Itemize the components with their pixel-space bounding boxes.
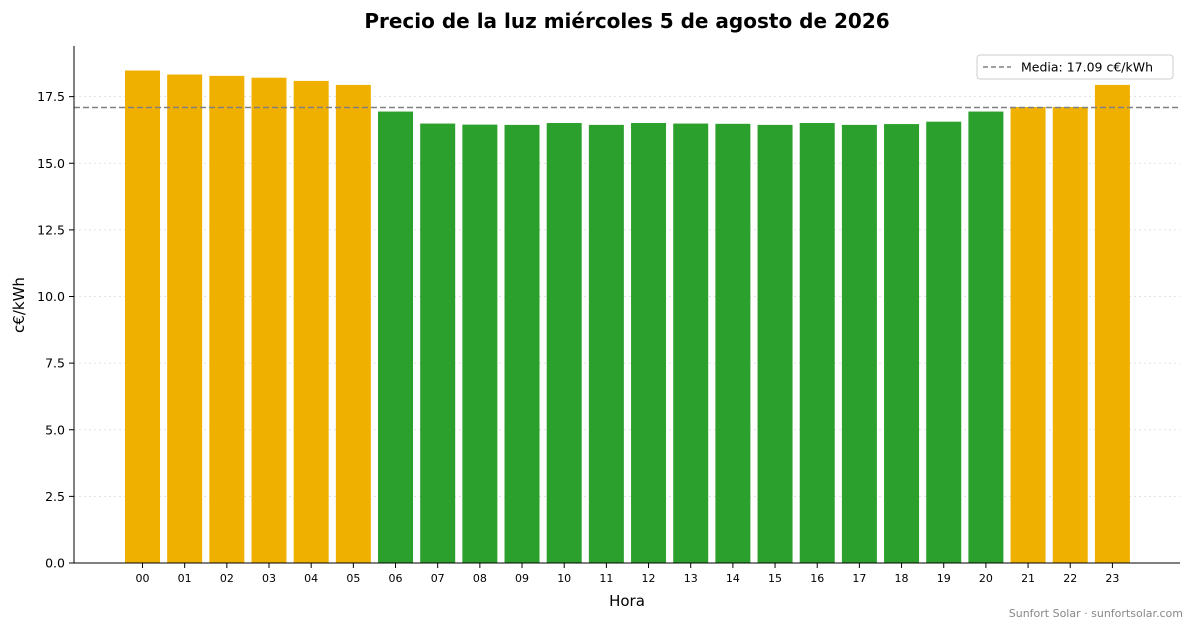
bar-21 [1010, 107, 1046, 564]
x-tick-label: 09 [515, 572, 529, 585]
x-tick-label: 04 [304, 572, 318, 585]
bar-11 [588, 124, 624, 563]
bars-group [125, 70, 1130, 564]
x-tick-label: 10 [557, 572, 571, 585]
y-tick-label: 0.0 [45, 556, 65, 571]
bar-17 [841, 124, 877, 563]
bar-09 [504, 124, 540, 563]
x-ticks: 00 01 02 03 04 05 06 07 08 09 10 11 12 13 14 15 16 17 18 19… [136, 563, 1119, 585]
footer-credit: Sunfort Solar · sunfortsolar.com [1009, 607, 1183, 620]
x-tick-label: 08 [473, 572, 487, 585]
legend: Media: 17.09 c€/kWh [976, 54, 1174, 80]
bar-12 [631, 123, 667, 563]
bar-20 [968, 111, 1004, 563]
y-tick-label: 2.5 [45, 489, 65, 504]
bar-07 [420, 123, 456, 564]
x-tick-label: 00 [136, 572, 150, 585]
y-tick-label: 5.0 [45, 422, 65, 437]
bar-08 [462, 124, 498, 564]
bar-23 [1094, 84, 1130, 563]
x-tick-label: 03 [262, 572, 276, 585]
x-tick-label: 02 [220, 572, 234, 585]
legend-box [976, 54, 1174, 80]
y-ticks: 0.0 2.5 5.0 7.5 10.0 12.5 15.0 17.5 [37, 89, 74, 571]
x-tick-label: 22 [1063, 572, 1077, 585]
bar-06 [378, 111, 414, 563]
x-axis-label: Hora [609, 592, 645, 610]
y-tick-label: 17.5 [37, 89, 65, 104]
x-tick-label: 05 [346, 572, 360, 585]
bar-04 [293, 80, 329, 563]
bar-02 [209, 75, 245, 564]
bar-22 [1052, 107, 1088, 564]
bar-19 [926, 121, 962, 563]
x-tick-label: 19 [937, 572, 951, 585]
x-tick-label: 20 [979, 572, 993, 585]
y-tick-label: 7.5 [45, 356, 65, 371]
x-tick-label: 01 [178, 572, 192, 585]
bar-14 [715, 123, 751, 563]
x-tick-label: 07 [431, 572, 445, 585]
bar-01 [167, 74, 203, 563]
x-tick-label: 13 [684, 572, 698, 585]
y-tick-label: 12.5 [37, 222, 65, 237]
legend-mean-label: Media: 17.09 c€/kWh [1021, 60, 1153, 75]
bar-10 [546, 123, 582, 563]
y-tick-label: 10.0 [37, 289, 65, 304]
x-tick-label: 16 [810, 572, 824, 585]
x-tick-label: 11 [599, 572, 613, 585]
x-tick-label: 23 [1105, 572, 1119, 585]
x-tick-label: 14 [726, 572, 740, 585]
bar-18 [884, 124, 920, 563]
y-tick-label: 15.0 [37, 156, 65, 171]
bar-00 [125, 70, 160, 564]
x-tick-label: 21 [1021, 572, 1035, 585]
y-axis-label: c€/kWh [10, 277, 28, 333]
bar-15 [757, 124, 793, 563]
x-tick-label: 15 [768, 572, 782, 585]
bar-05 [335, 84, 371, 563]
bar-16 [799, 123, 835, 563]
x-tick-label: 06 [389, 572, 403, 585]
bar-13 [673, 123, 709, 564]
chart-title: Precio de la luz miércoles 5 de agosto d… [364, 9, 889, 33]
x-tick-label: 17 [852, 572, 866, 585]
x-tick-label: 18 [895, 572, 909, 585]
bar-03 [251, 77, 287, 563]
x-tick-label: 12 [642, 572, 656, 585]
